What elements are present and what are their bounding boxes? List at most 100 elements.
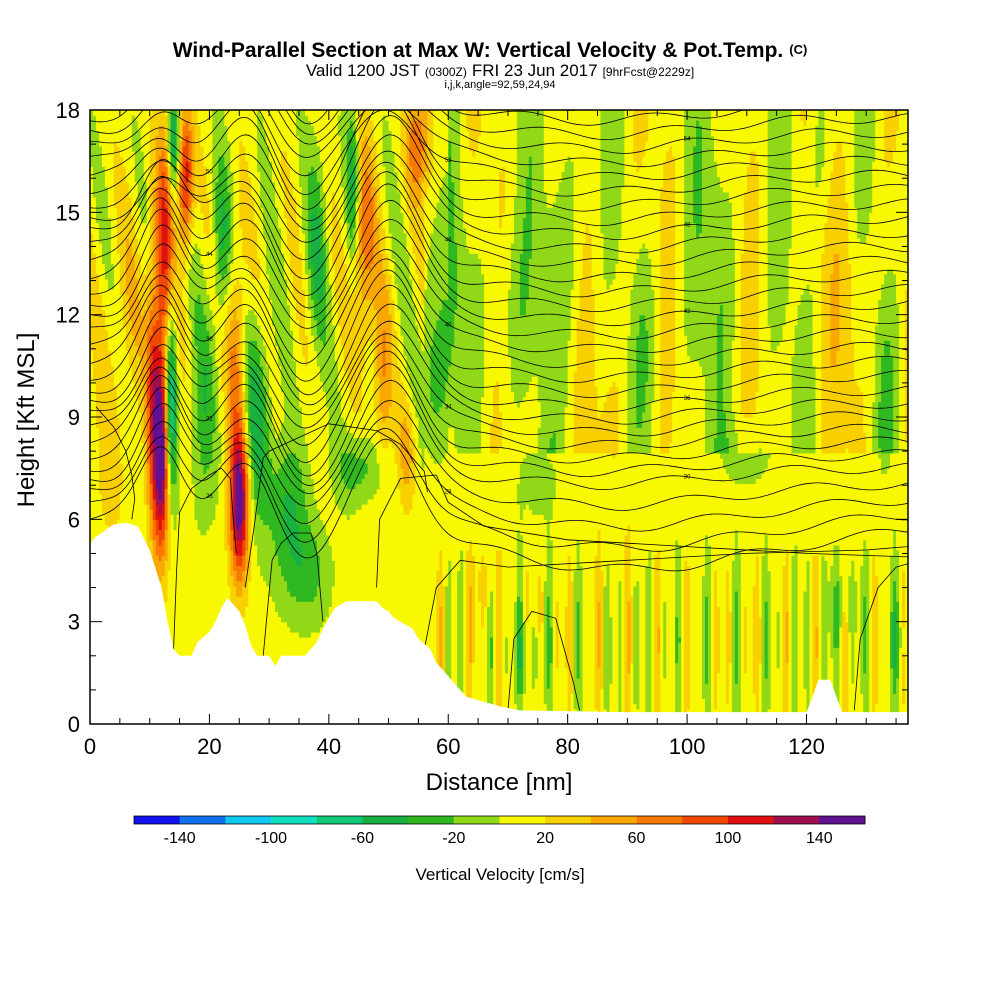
theta-contour-line — [244, 423, 428, 588]
theta-contour-label: 48 — [684, 223, 691, 229]
x-tick-label: 80 — [555, 734, 579, 759]
theta-contour-line — [90, 199, 908, 318]
theta-contour-label: 42 — [684, 309, 691, 315]
y-tick-label: 12 — [56, 303, 80, 328]
x-tick-label: 100 — [669, 734, 706, 759]
theta-contour-line — [90, 236, 908, 345]
chart-title: Wind-Parallel Section at Max W: Vertical… — [173, 39, 808, 62]
colorbar-swatch — [545, 816, 592, 824]
chart-subtitle-indices: i,j,k,angle=92,59,24,94 — [444, 79, 555, 91]
colorbar-swatch — [408, 816, 455, 824]
theta-contour-label: 44 — [206, 252, 213, 258]
theta-contour-label: 50 — [206, 169, 213, 175]
theta-contour-line — [90, 363, 908, 486]
theta-contour-line — [173, 467, 237, 650]
colorbar-tick-label: -60 — [351, 830, 374, 847]
colorbar-swatch — [225, 816, 272, 824]
theta-contour-line — [90, 284, 908, 406]
theta-contour-line — [90, 110, 908, 158]
y-tick-label: 18 — [56, 98, 80, 123]
colorbar-frame — [133, 815, 866, 825]
theta-contour-label: 54 — [684, 137, 691, 143]
theta-contour-line — [262, 532, 324, 656]
x-tick-label: 120 — [788, 734, 825, 759]
x-tick-label: 0 — [84, 734, 96, 759]
colorbar-tick-label: -20 — [442, 830, 465, 847]
theta-contour-line — [90, 341, 908, 463]
theta-contour-line — [90, 427, 908, 552]
chart-title-suffix: (C) — [789, 42, 807, 57]
colorbar-swatch — [499, 816, 546, 824]
y-tick-label: 9 — [68, 405, 80, 430]
theta-contour-label: 26 — [206, 494, 213, 500]
x-tick-label: 20 — [197, 734, 221, 759]
theta-contour-line — [90, 110, 908, 145]
colorbar-swatch — [636, 816, 683, 824]
theta-contour-line — [90, 400, 908, 511]
theta-contour-label: 52 — [445, 158, 452, 164]
colorbar-tick-label: 20 — [536, 830, 554, 847]
y-tick-label: 15 — [56, 200, 80, 225]
colorbar-swatch — [727, 816, 775, 824]
contour-labels: 26 28 30 32 34 36 38 40 42 44 46 48 50 52 54 — [206, 137, 691, 500]
potential-temperature-contours — [90, 110, 908, 711]
chart-subtitle: Valid 1200 JST (0300Z) FRI 23 Jun 2017 [9hr… — [306, 61, 694, 80]
colorbar-swatch — [453, 816, 500, 824]
colorbar-swatch — [819, 816, 866, 824]
theta-contour-line — [90, 110, 908, 222]
theta-contour-label: 36 — [684, 396, 691, 402]
theta-contour-line — [90, 134, 908, 243]
theta-contour-line — [90, 115, 908, 231]
theta-contour-line — [90, 320, 908, 429]
theta-contour-label: 40 — [445, 322, 452, 328]
theta-contour-line — [376, 474, 908, 588]
colorbar-tick-label: 60 — [628, 830, 646, 847]
colorbar-swatch — [362, 816, 409, 824]
colorbar-swatch — [271, 816, 318, 824]
theta-contour-line — [90, 110, 908, 177]
theta-contour-label: 46 — [445, 238, 452, 244]
theta-contour-label: 38 — [206, 337, 213, 343]
theta-contour-line — [90, 258, 908, 382]
y-tick-label: 0 — [68, 712, 80, 737]
theta-contour-line — [853, 563, 908, 711]
theta-contour-line — [90, 303, 908, 416]
colorbar-label: Vertical Velocity [cm/s] — [415, 865, 584, 884]
theta-contour-line — [90, 110, 908, 196]
y-tick-label: 6 — [68, 507, 80, 532]
theta-contour-line — [90, 379, 908, 494]
colorbar-swatch — [590, 816, 637, 824]
terrain-mask — [90, 522, 908, 724]
theta-contour-line — [90, 248, 908, 364]
theta-contour-line — [90, 350, 908, 477]
colorbar-swatch — [773, 816, 820, 824]
colorbar-swatch — [134, 816, 181, 824]
colorbar-tick-label: -140 — [164, 830, 196, 847]
theta-contour-line — [90, 110, 908, 210]
colorbar-tick-label: 140 — [806, 830, 833, 847]
theta-contour-label: 32 — [206, 417, 213, 423]
colorbar-swatch — [179, 816, 226, 824]
colorbar-swatch — [682, 816, 729, 824]
theta-contour-label: 30 — [684, 475, 691, 481]
theta-contour-label: 28 — [445, 489, 452, 495]
x-axis-label: Distance [nm] — [426, 769, 573, 796]
y-tick-label: 3 — [68, 610, 80, 635]
theta-contour-line — [90, 161, 908, 280]
theta-contour-line — [90, 438, 908, 572]
vertical-velocity-field — [90, 110, 908, 724]
colorbar-tick-label: -100 — [255, 830, 287, 847]
theta-contour-line — [95, 406, 136, 520]
x-tick-label: 40 — [317, 734, 341, 759]
theta-contour-line — [507, 610, 580, 711]
x-tick-label: 60 — [436, 734, 460, 759]
theta-contour-line — [424, 546, 908, 650]
theta-contour-line — [90, 269, 908, 396]
colorbar: -140 -100 -60 -20 20 60 100 140 — [133, 815, 866, 847]
theta-contour-line — [90, 150, 908, 261]
theta-contour-line — [285, 110, 837, 135]
y-axis-label: Height [Kft MSL] — [13, 333, 40, 508]
colorbar-swatch — [316, 816, 363, 824]
theta-contour-line — [90, 171, 908, 296]
